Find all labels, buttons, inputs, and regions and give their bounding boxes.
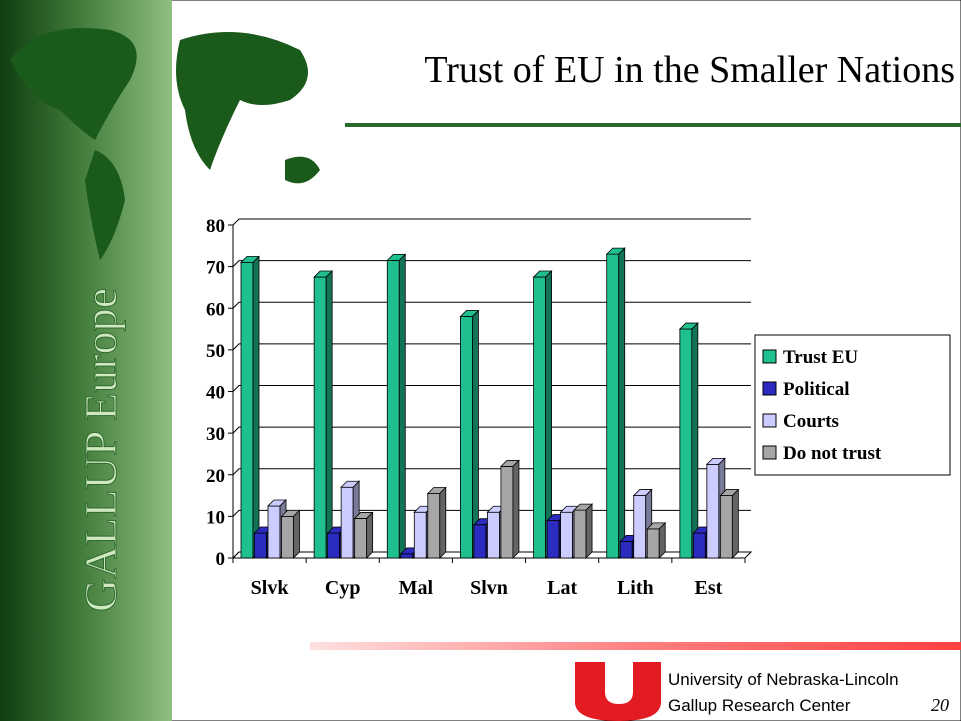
bar-front bbox=[240, 262, 254, 559]
bar bbox=[499, 459, 520, 559]
bar bbox=[459, 309, 480, 559]
bar-side bbox=[545, 270, 552, 559]
bar-side bbox=[398, 253, 406, 559]
legend-box bbox=[754, 334, 951, 476]
bar bbox=[313, 270, 334, 559]
grid-line bbox=[232, 468, 751, 476]
bar bbox=[532, 270, 553, 559]
x-tick-label: Lat bbox=[547, 577, 577, 599]
bar-front bbox=[573, 509, 587, 559]
bar-front bbox=[413, 511, 427, 559]
legend-swatch bbox=[762, 445, 777, 460]
bar bbox=[240, 255, 260, 559]
bar-side bbox=[366, 511, 374, 559]
bar bbox=[646, 521, 667, 559]
grid-line bbox=[232, 301, 751, 309]
bar-front bbox=[340, 486, 354, 559]
legend-swatch bbox=[762, 413, 777, 428]
bar-front bbox=[386, 259, 400, 559]
bar-side bbox=[293, 509, 300, 559]
bar bbox=[353, 511, 374, 559]
page-number: 20 bbox=[931, 695, 949, 715]
grid-line bbox=[232, 218, 751, 226]
y-tick-label: 40 bbox=[206, 383, 225, 404]
bar-front bbox=[254, 532, 267, 559]
grid-line bbox=[232, 385, 751, 392]
bar-front bbox=[546, 520, 560, 559]
bar bbox=[719, 488, 740, 559]
footer-line: University of Nebraska-Lincoln bbox=[668, 670, 899, 689]
bar-front bbox=[646, 528, 660, 559]
legend-label: Trust EU bbox=[783, 347, 858, 368]
bar-front bbox=[560, 511, 573, 559]
y-tick-label: 80 bbox=[206, 216, 225, 237]
bar-front bbox=[281, 515, 294, 559]
bar-front bbox=[267, 505, 281, 559]
legend-label: Courts bbox=[783, 411, 839, 432]
bar-front bbox=[354, 518, 368, 559]
bar-front bbox=[719, 495, 733, 559]
world-map bbox=[10, 28, 320, 260]
bar-front bbox=[473, 524, 487, 559]
x-tick-label: Est bbox=[695, 577, 723, 599]
bar-front bbox=[400, 553, 414, 559]
bar-side bbox=[252, 255, 260, 559]
bar-front bbox=[427, 493, 441, 559]
bar-front bbox=[633, 495, 647, 559]
bar-front bbox=[679, 328, 693, 559]
bar bbox=[280, 509, 301, 559]
bar-front bbox=[619, 540, 633, 559]
legend-swatch bbox=[762, 381, 777, 396]
sidebar-title: GALLUP Europe bbox=[75, 288, 126, 612]
legend-swatch bbox=[762, 349, 777, 364]
chart: 0 10 20 30 40 50 60 70 80 Slvk Cyp Mal Slvn Lat Lith Es… bbox=[206, 216, 951, 599]
bar-side bbox=[439, 486, 447, 559]
bar bbox=[426, 486, 447, 559]
footer-line: Gallup Research Center bbox=[668, 696, 851, 715]
x-tick-label: Slvn bbox=[470, 577, 508, 599]
y-tick-label: 60 bbox=[206, 299, 225, 320]
legend-label: Do not trust bbox=[783, 443, 882, 464]
x-tick-label: Slvk bbox=[251, 577, 290, 599]
bar-front bbox=[487, 511, 500, 559]
bar bbox=[678, 322, 699, 559]
bar-side bbox=[658, 521, 666, 559]
bar-side bbox=[325, 270, 333, 559]
bar-front bbox=[692, 532, 706, 559]
bar-front bbox=[500, 466, 514, 559]
bar-side bbox=[731, 488, 739, 559]
bar bbox=[605, 247, 626, 559]
bar-side bbox=[618, 247, 626, 559]
y-tick-label: 50 bbox=[206, 341, 225, 362]
footer-rule bbox=[310, 642, 961, 650]
y-tick-label: 0 bbox=[216, 549, 226, 570]
bar bbox=[573, 503, 594, 559]
bar bbox=[267, 499, 287, 559]
bar-side bbox=[585, 503, 593, 559]
bar-front bbox=[606, 253, 620, 559]
title-rule bbox=[345, 123, 961, 127]
bar-front bbox=[460, 316, 473, 559]
y-tick-label: 10 bbox=[206, 507, 225, 528]
logo bbox=[575, 662, 661, 721]
x-tick-label: Cyp bbox=[325, 577, 361, 599]
chart-title: Trust of EU in the Smaller Nations bbox=[424, 49, 955, 91]
bar-front bbox=[533, 276, 546, 559]
grid-line bbox=[232, 426, 751, 434]
bar-front bbox=[313, 276, 327, 559]
y-tick-label: 20 bbox=[206, 466, 225, 487]
y-tick-label: 70 bbox=[206, 258, 225, 279]
x-tick-label: Lith bbox=[617, 577, 654, 599]
grid-line bbox=[232, 343, 751, 351]
bar-front bbox=[327, 532, 341, 559]
x-tick-label: Mal bbox=[399, 577, 434, 599]
legend-label: Political bbox=[783, 379, 849, 400]
y-tick-label: 30 bbox=[206, 424, 225, 445]
bar-side bbox=[512, 459, 520, 559]
bar-front bbox=[706, 463, 720, 559]
bar-side bbox=[691, 322, 699, 559]
bar bbox=[386, 253, 407, 559]
grid-line bbox=[232, 260, 751, 267]
